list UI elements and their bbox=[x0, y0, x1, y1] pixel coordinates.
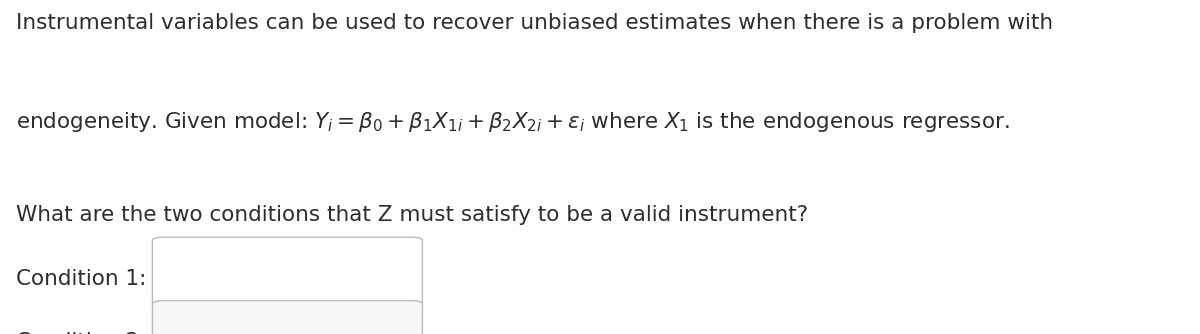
Text: Condition 2:: Condition 2: bbox=[16, 332, 146, 334]
Text: endogeneity. Given model: $Y_i = \beta_0 + \beta_1 X_{1i} + \beta_2 X_{2i} + \ep: endogeneity. Given model: $Y_i = \beta_0… bbox=[16, 110, 1009, 134]
FancyBboxPatch shape bbox=[152, 237, 422, 307]
Text: Instrumental variables can be used to recover unbiased estimates when there is a: Instrumental variables can be used to re… bbox=[16, 13, 1052, 33]
Text: What are the two conditions that Z must satisfy to be a valid instrument?: What are the two conditions that Z must … bbox=[16, 205, 808, 225]
Text: Condition 1:: Condition 1: bbox=[16, 269, 146, 289]
FancyBboxPatch shape bbox=[152, 301, 422, 334]
